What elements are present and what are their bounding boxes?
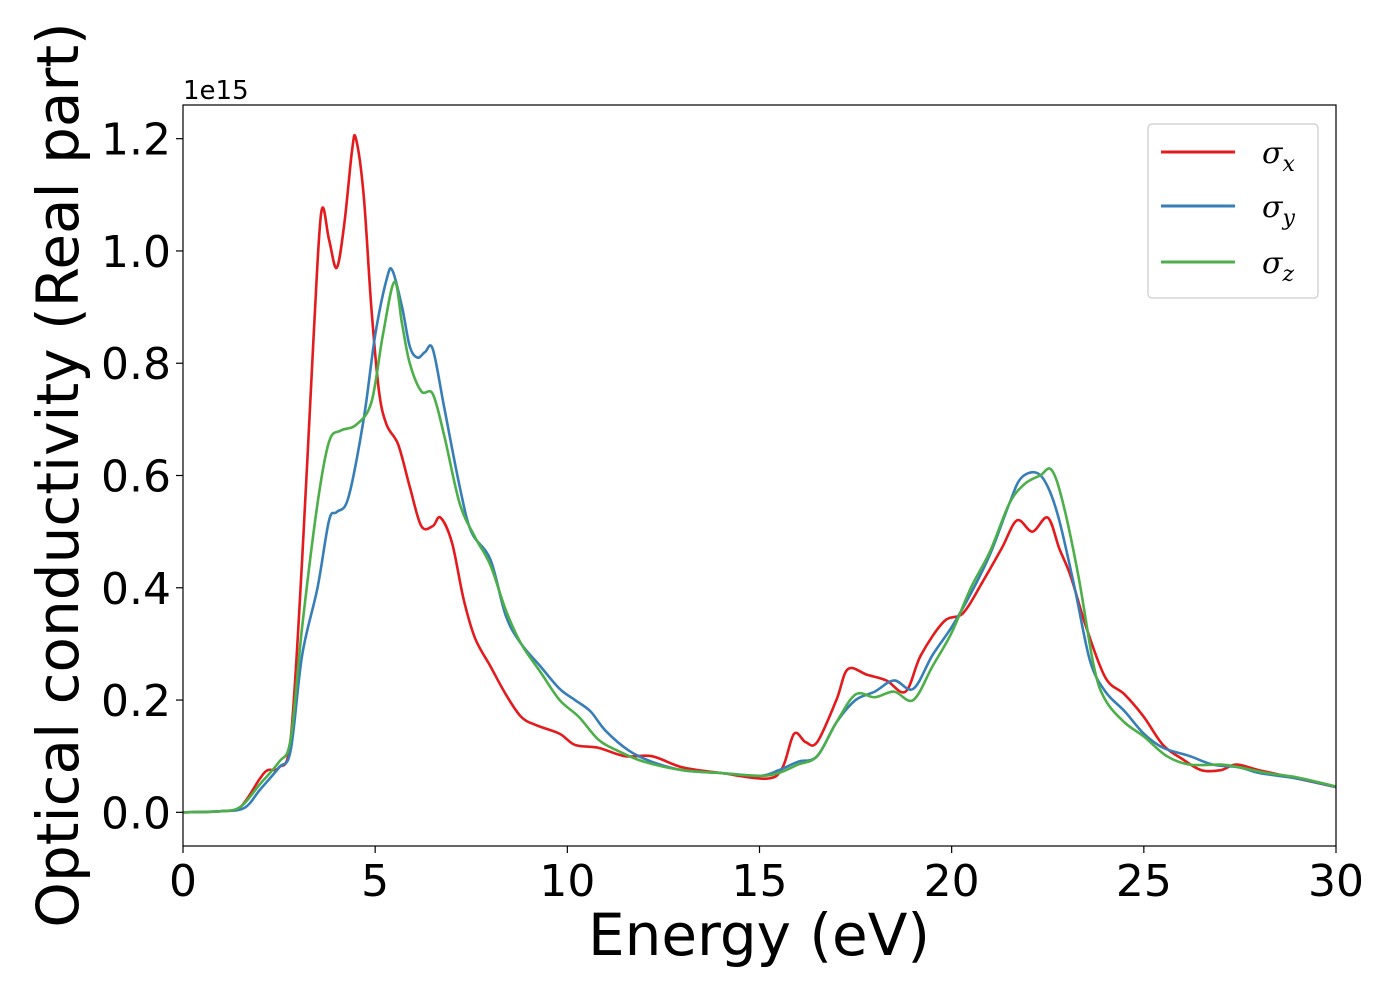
x-tick-label: 30	[1308, 856, 1364, 907]
x-tick-label: 0	[169, 856, 197, 907]
y-tick-label: 0.8	[101, 339, 171, 390]
x-tick-label: 20	[924, 856, 980, 907]
y-offset-label: 1e15	[183, 76, 249, 106]
legend-item-sigma-z: σz	[1161, 246, 1294, 287]
y-tick-label: 0.4	[101, 564, 171, 615]
x-tick-label: 10	[539, 856, 595, 907]
x-tick-label: 5	[361, 856, 389, 907]
y-tick-label: 1.2	[101, 115, 171, 166]
series-group	[183, 133, 1336, 814]
y-tick-label: 0.2	[101, 676, 171, 727]
x-axis-ticks: 0 5 10 15 20 25 30	[169, 846, 1364, 907]
legend-item-sigma-y: σy	[1161, 190, 1295, 231]
legend-box	[1147, 123, 1319, 299]
legend-label: σx	[1262, 136, 1295, 177]
series-line-y	[183, 267, 1336, 814]
y-tick-label: 0.6	[101, 452, 171, 503]
y-axis-label: Optical conductivity (Real part)	[24, 22, 92, 927]
legend: σx σy σz	[1147, 123, 1319, 299]
x-tick-label: 25	[1116, 856, 1172, 907]
x-tick-label: 15	[732, 856, 788, 907]
legend-item-sigma-x: σx	[1161, 136, 1295, 177]
y-tick-label: 0.0	[101, 788, 171, 839]
x-axis-label: Energy (eV)	[588, 901, 930, 969]
series-line-z	[183, 280, 1336, 814]
y-tick-label: 1.0	[101, 227, 171, 278]
y-axis-ticks: 0.0 0.2 0.4 0.6 0.8 1.0 1.2	[101, 115, 183, 839]
legend-label: σz	[1262, 246, 1294, 287]
legend-label: σy	[1262, 190, 1295, 231]
